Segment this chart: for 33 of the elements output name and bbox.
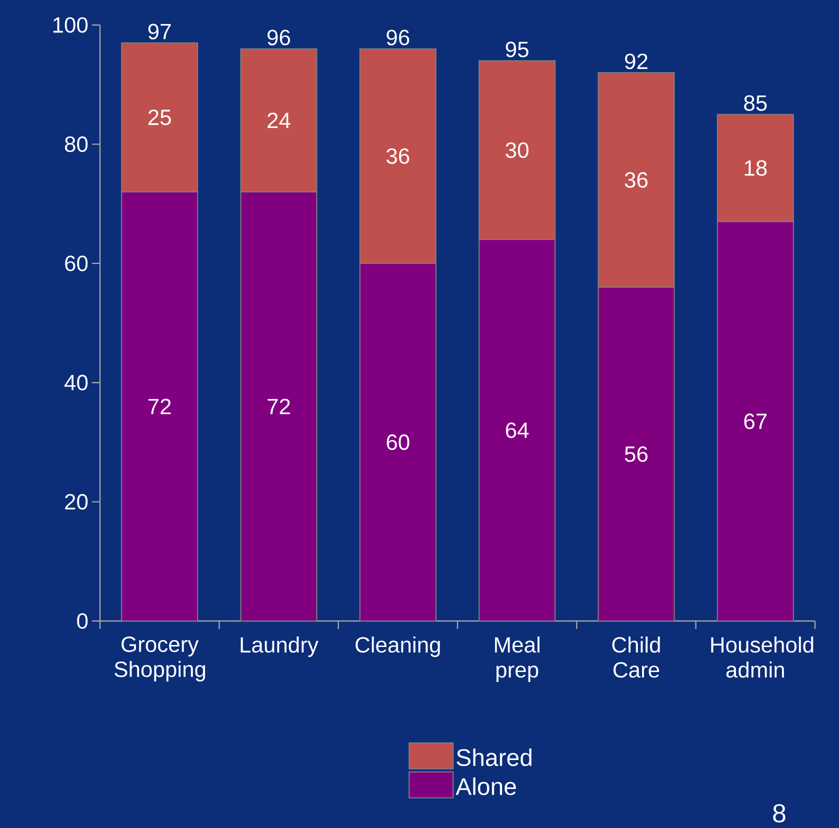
legend-label: Shared [456, 748, 532, 766]
x-tick-label: Meal prep [495, 636, 540, 682]
y-tick-label: 20 [65, 494, 88, 510]
legend-label: Alone [456, 777, 516, 796]
data-label: 36 [624, 172, 648, 188]
total-label: 92 [625, 54, 648, 70]
data-label: 72 [268, 398, 290, 414]
total-label: 95 [506, 42, 528, 58]
data-label: 60 [386, 434, 410, 450]
data-label: 56 [624, 446, 648, 462]
x-tick-label: Child Care [612, 636, 660, 678]
y-tick-label: 40 [64, 374, 88, 390]
total-label: 96 [268, 30, 290, 46]
x-tick-label: Laundry [240, 636, 318, 658]
total-label: 85 [744, 95, 767, 111]
x-tick-label: Cleaning [356, 636, 440, 658]
total-label: 96 [386, 30, 410, 46]
text: 8 [773, 804, 786, 822]
data-label: 64 [506, 422, 529, 438]
total-label: 97 [148, 24, 171, 40]
data-label: 18 [744, 160, 767, 176]
x-tick-label: Grocery Shopping [114, 636, 206, 682]
data-label: 72 [148, 398, 171, 414]
data-label: 67 [744, 414, 767, 430]
data-label: 25 [148, 110, 171, 126]
y-tick-label: 0 [77, 613, 88, 629]
data-label: 24 [268, 112, 290, 128]
x-tick-label: Household admin [711, 636, 814, 678]
data-label: 36 [386, 148, 410, 164]
y-tick-label: 60 [65, 256, 88, 272]
y-tick-label: 80 [64, 136, 88, 152]
data-label: 30 [506, 142, 528, 158]
y-tick-label: 100 [53, 17, 88, 33]
